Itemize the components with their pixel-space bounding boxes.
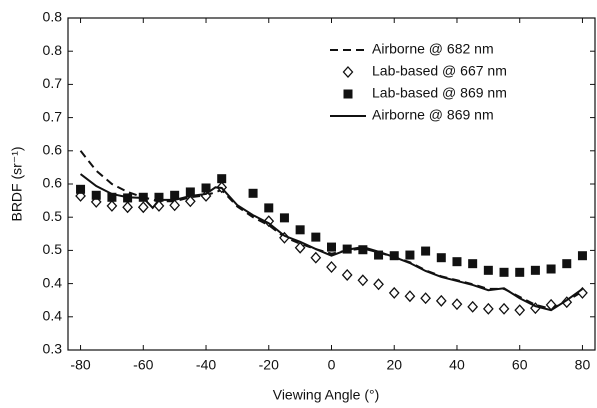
square-marker bbox=[421, 246, 431, 256]
diamond-marker bbox=[467, 300, 479, 313]
y-tick-label: 0.6 bbox=[43, 142, 63, 158]
x-tick-label: -40 bbox=[196, 357, 216, 373]
square-marker bbox=[217, 174, 227, 184]
diamond-marker bbox=[122, 201, 133, 214]
square-marker bbox=[452, 257, 462, 267]
square-marker bbox=[76, 184, 86, 194]
diamond-marker bbox=[342, 66, 354, 78]
diamond-marker bbox=[451, 298, 463, 311]
square-marker bbox=[358, 245, 368, 255]
diamond-marker bbox=[435, 294, 447, 307]
square-marker bbox=[91, 190, 101, 200]
legend-label: Airborne @ 869 nm bbox=[372, 107, 494, 123]
legend-label: Airborne @ 682 nm bbox=[372, 41, 494, 57]
diamond-marker bbox=[341, 268, 353, 281]
square-marker bbox=[154, 192, 164, 202]
square-marker bbox=[201, 183, 211, 193]
diamond-marker bbox=[294, 241, 306, 254]
x-tick-label: 80 bbox=[575, 357, 591, 373]
x-tick-label: 20 bbox=[386, 357, 402, 373]
square-marker bbox=[107, 192, 117, 202]
square-marker bbox=[279, 213, 289, 223]
square-marker bbox=[389, 251, 399, 261]
legend-label: Lab-based @ 667 nm bbox=[372, 63, 507, 79]
y-tick-label: 0.6 bbox=[43, 175, 63, 191]
diamond-marker bbox=[420, 292, 431, 305]
y-tick-label: 0.4 bbox=[43, 308, 63, 324]
x-tick-label: 60 bbox=[512, 357, 528, 373]
y-tick-label: 0.4 bbox=[43, 274, 63, 290]
plot-frame bbox=[67, 17, 596, 351]
diamond-marker bbox=[373, 278, 384, 291]
square-marker bbox=[577, 251, 587, 261]
square-marker bbox=[530, 265, 540, 275]
x-tick-label: -60 bbox=[133, 357, 153, 373]
square-marker bbox=[327, 242, 336, 252]
diamond-marker bbox=[357, 274, 369, 287]
square-marker bbox=[264, 203, 274, 213]
square-marker bbox=[499, 267, 509, 277]
y-tick-label: 0.5 bbox=[43, 241, 63, 257]
square-marker bbox=[515, 267, 525, 277]
diamond-marker bbox=[388, 286, 400, 299]
square-marker bbox=[436, 253, 446, 263]
y-tick-label: 0.3 bbox=[43, 341, 63, 357]
square-marker bbox=[343, 89, 353, 99]
y-tick-label: 0.8 bbox=[43, 9, 63, 25]
square-marker bbox=[405, 250, 415, 260]
diamond-marker bbox=[184, 195, 196, 208]
diamond-marker bbox=[310, 251, 322, 264]
diamond-marker bbox=[137, 201, 149, 214]
square-marker bbox=[374, 250, 384, 260]
diamond-marker bbox=[498, 302, 510, 315]
square-marker bbox=[483, 265, 493, 275]
y-tick-label: 0.7 bbox=[43, 75, 63, 91]
square-marker bbox=[311, 232, 321, 242]
square-marker bbox=[295, 225, 305, 235]
square-marker bbox=[185, 187, 195, 197]
y-tick-label: 0.7 bbox=[43, 108, 63, 124]
square-marker bbox=[562, 259, 572, 269]
square-marker bbox=[468, 259, 478, 269]
diamond-marker bbox=[482, 302, 494, 315]
diamond-marker bbox=[404, 290, 416, 303]
solid-line bbox=[79, 173, 584, 312]
x-tick-label: 40 bbox=[449, 357, 465, 373]
x-tick-label: 0 bbox=[328, 357, 336, 373]
y-tick-label: 0.8 bbox=[43, 42, 63, 58]
diamond-marker bbox=[326, 261, 337, 273]
diamond-marker bbox=[514, 304, 526, 317]
dashed-line bbox=[79, 150, 583, 310]
x-tick-label: -80 bbox=[70, 357, 90, 373]
diamond-marker bbox=[106, 199, 118, 212]
square-marker bbox=[248, 188, 258, 198]
x-axis-label: Viewing Angle (°) bbox=[273, 387, 380, 403]
legend-label: Lab-based @ 869 nm bbox=[372, 85, 507, 101]
y-tick-label: 0.5 bbox=[43, 208, 63, 224]
diamond-marker bbox=[169, 199, 181, 212]
diamond-marker bbox=[263, 215, 275, 228]
square-marker bbox=[546, 264, 556, 274]
square-marker bbox=[170, 190, 180, 200]
x-tick-label: -20 bbox=[259, 357, 279, 373]
y-axis-label: BRDF (sr⁻¹) bbox=[9, 146, 25, 221]
